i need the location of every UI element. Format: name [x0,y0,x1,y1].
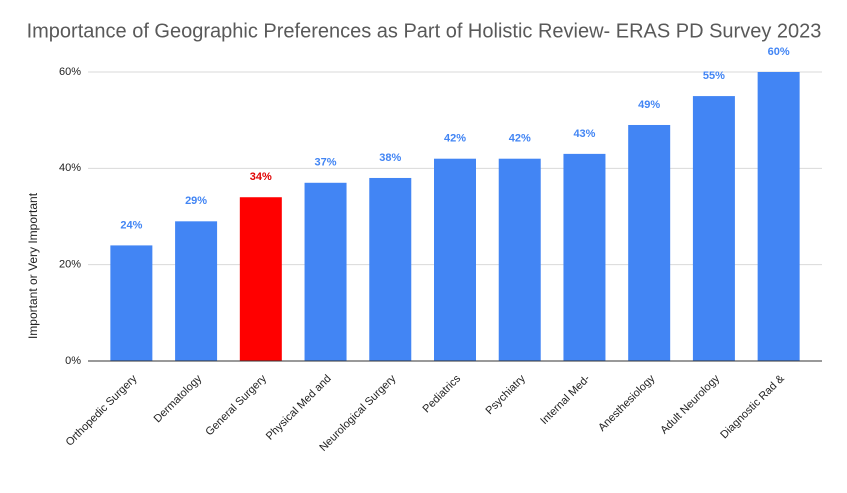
value-label: 60% [768,46,790,58]
bar [757,72,800,361]
bar [692,96,735,361]
x-tick-label: Physical Med and [264,373,334,443]
x-tick-label: Orthopedic Surgery [64,372,140,448]
y-tick-label: 20% [59,259,81,271]
value-label: 43% [573,128,595,140]
x-tick-label: Adult Neurology [658,372,722,436]
bar [628,124,671,361]
value-label: 49% [638,99,660,111]
value-label: 55% [703,70,725,82]
y-tick-label: 60% [59,66,81,78]
bar [498,158,541,361]
bar [110,245,153,361]
value-label: 38% [379,152,401,164]
y-tick-label: 40% [59,162,81,174]
value-label: 42% [509,133,531,145]
value-label: 42% [444,133,466,145]
chart-title: Importance of Geographic Preferences as … [27,20,822,42]
value-label: 24% [120,219,142,231]
y-tick-label: 0% [65,355,81,367]
x-tick-label: Anesthesiology [596,372,658,434]
value-label: 34% [250,171,272,183]
x-tick-label: Diagnostic Rad & [718,372,787,441]
bar [304,182,347,361]
x-tick-label: Internal Med- [538,372,593,427]
bar [175,221,218,361]
value-label: 29% [185,195,207,207]
x-tick-label: Dermatology [152,372,205,425]
bar [434,158,476,361]
value-label: 37% [315,157,337,169]
y-axis-label: Important or Very Important [26,192,40,339]
x-tick-label: Pediatrics [421,372,464,415]
bar [239,197,282,361]
x-tick-label: General Surgery [203,372,269,438]
bar [369,177,412,361]
bar [563,153,606,361]
x-tick-label: Psychiatry [484,372,529,417]
